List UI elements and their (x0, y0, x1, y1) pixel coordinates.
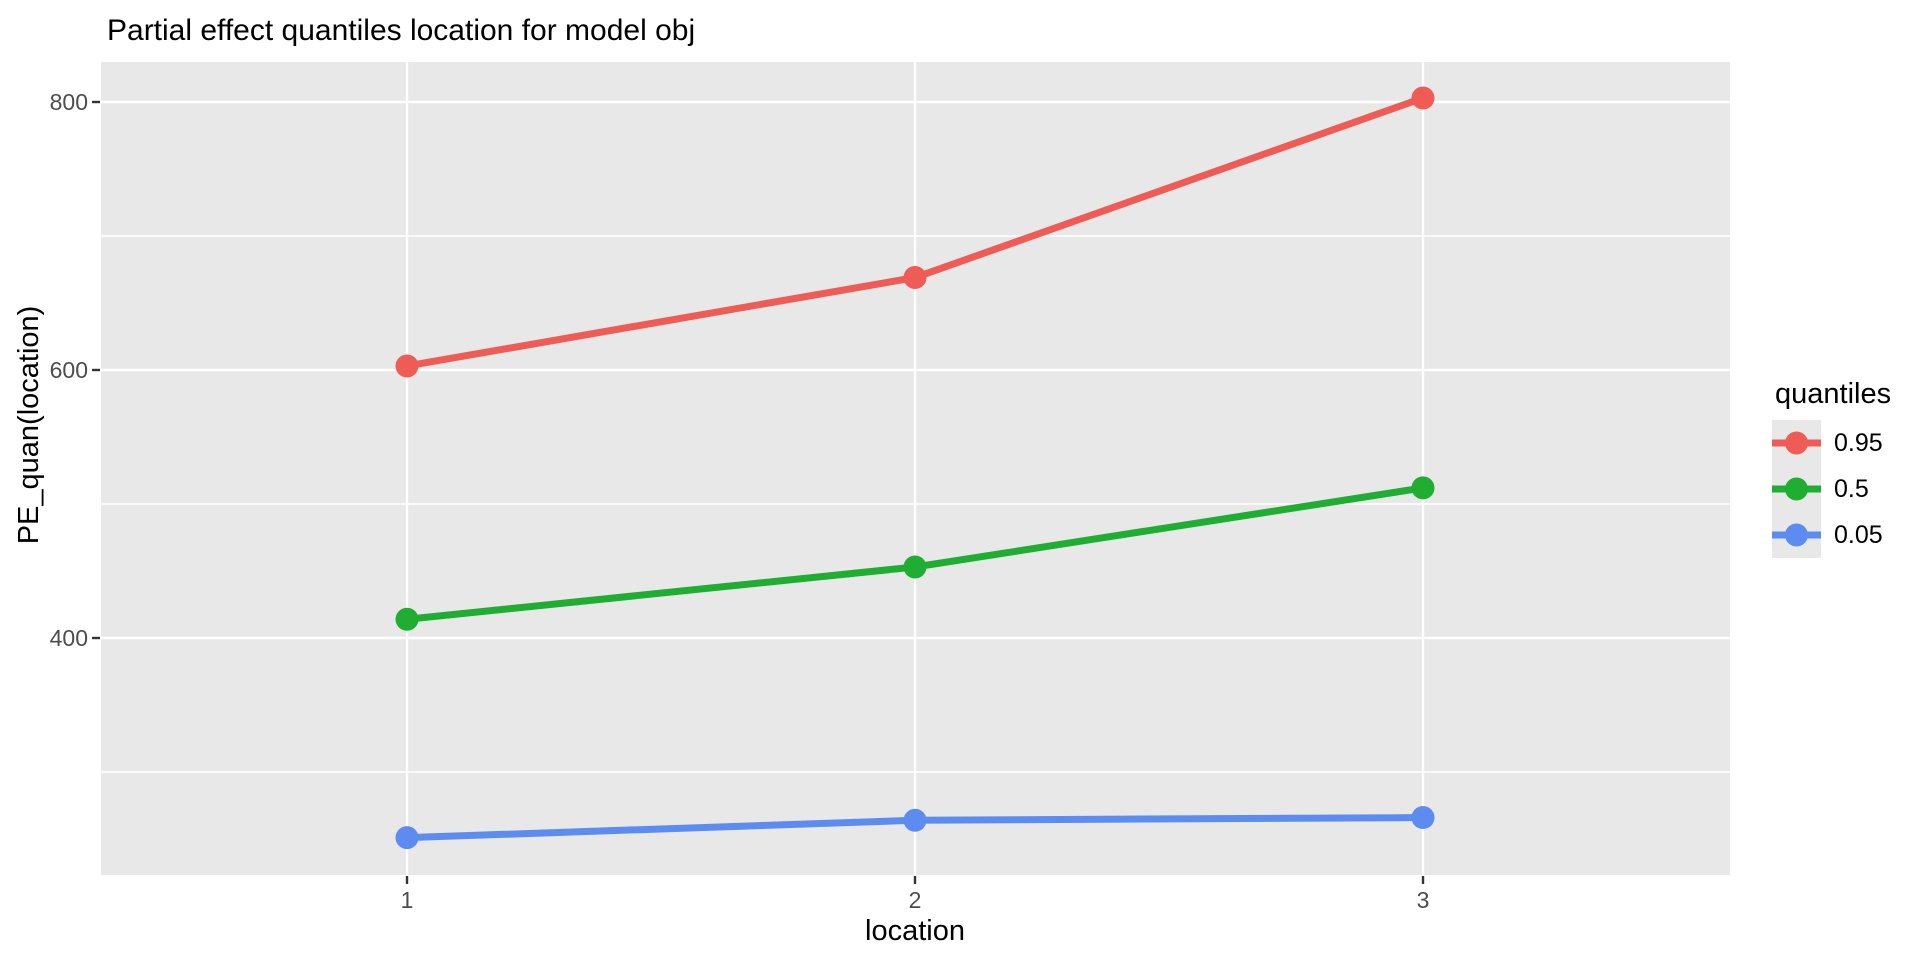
x-tick-label: 1 (401, 887, 414, 913)
x-tick-label: 3 (1417, 887, 1430, 913)
legend-key-point (1785, 477, 1808, 501)
legend-key-point (1785, 523, 1808, 547)
legend-layer: 0.95 0.5 0.05 (1772, 420, 1883, 558)
legend-label: 0.95 (1834, 429, 1883, 457)
y-tick-label: 800 (50, 89, 88, 115)
axis-layer: 1 2 3 400 600 800 (50, 89, 1430, 913)
legend-label: 0.5 (1834, 475, 1869, 503)
series-layer (395, 86, 1435, 850)
y-axis-title: PE_quan(location) (13, 306, 45, 545)
legend-title: quantiles (1775, 378, 1891, 410)
x-axis-title: location (865, 915, 965, 947)
data-point-0-05 (1411, 806, 1435, 830)
legend-label: 0.05 (1834, 521, 1883, 549)
data-point-0-05 (903, 808, 927, 832)
data-point-0-95 (903, 266, 927, 290)
y-tick-label: 400 (50, 625, 88, 651)
plot-title: Partial effect quantiles location for mo… (107, 14, 695, 47)
data-point-0-5 (395, 607, 419, 631)
panel-layer (101, 62, 1730, 875)
data-point-0-95 (1411, 86, 1435, 110)
data-point-0-95 (395, 354, 419, 378)
legend-key-point (1785, 431, 1808, 455)
x-tick-label: 2 (909, 887, 922, 913)
data-point-0-5 (1411, 476, 1435, 500)
data-point-0-5 (903, 555, 927, 579)
data-point-0-05 (395, 826, 419, 850)
y-tick-label: 600 (50, 357, 88, 383)
